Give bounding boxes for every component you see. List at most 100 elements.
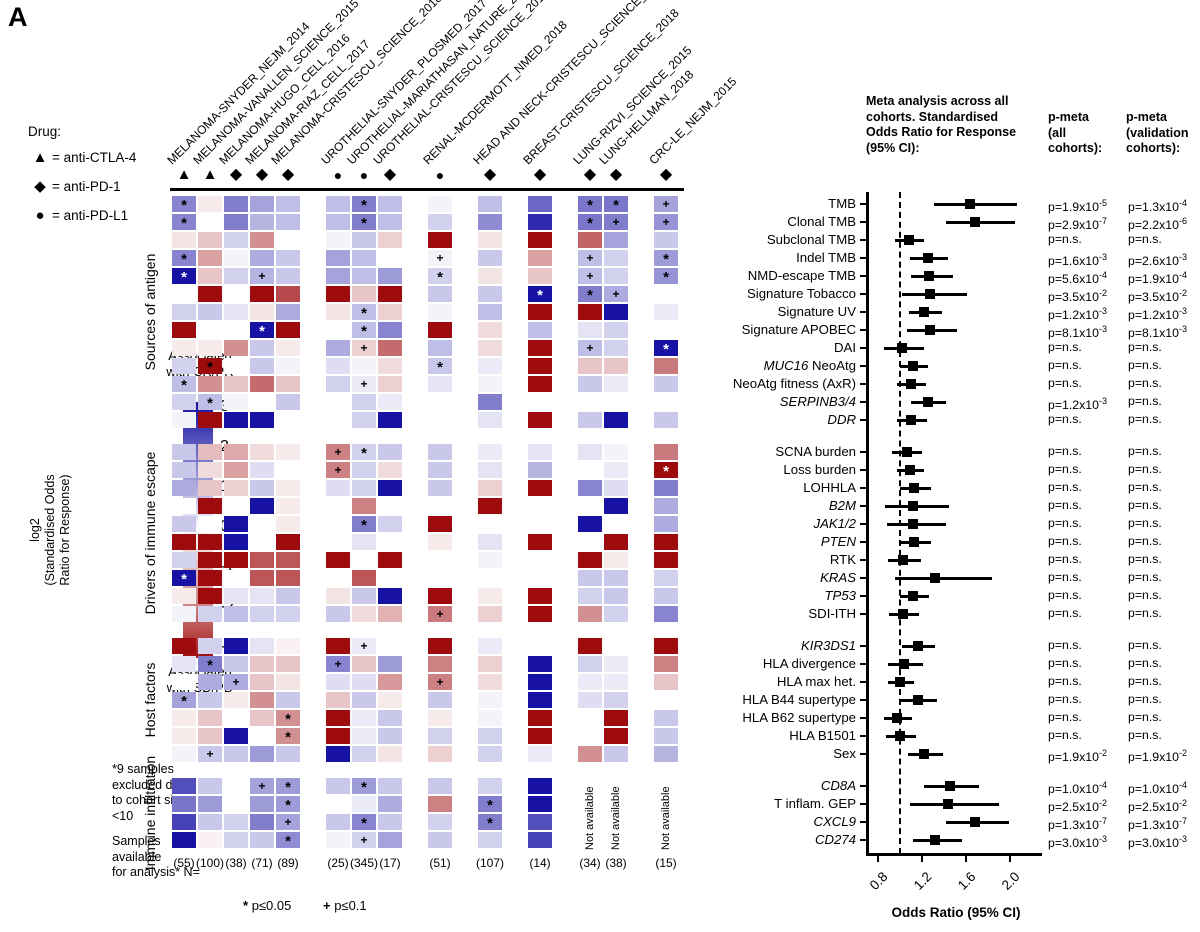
row-label: CD8A [820,778,856,793]
heatmap-cell [224,376,248,392]
heatmap-cell [604,498,628,514]
heatmap-cell [578,304,602,320]
forest-point [897,343,908,353]
heatmap-cell [326,552,350,568]
drug-legend-label: = anti-PD-1 [52,179,121,194]
heatmap-cell: * [478,814,502,832]
heatmap-cell [428,304,452,320]
heatmap-cell [428,394,452,410]
heatmap-cell [172,340,196,356]
heatmap-cell [198,796,222,812]
heatmap-cell [478,638,502,654]
heatmap-cell [428,214,452,230]
heatmap-cell [528,340,552,356]
heatmap-cell [250,656,274,672]
heatmap-cell: * [172,692,196,710]
forest-ci-line [909,803,999,806]
heatmap-cell [478,656,502,672]
forest-row-tick [860,487,867,489]
row-label: Indel TMB [796,250,856,265]
heatmap-cell: + [352,638,376,654]
heatmap-cell [478,304,502,320]
heatmap-cell [478,412,502,428]
drug-symbol-pd1-icon: ◆ [229,166,243,183]
heatmap-cell: + [428,250,452,266]
not-available-label: Not available [660,786,672,850]
heatmap-cell: + [654,196,678,212]
forest-row-tick [860,523,867,525]
heatmap-cell [528,656,552,672]
cohort-n: (17) [379,856,401,870]
heatmap-cell [528,498,552,514]
forest-point [930,573,941,583]
heatmap-cell [478,534,502,550]
heatmap-cell [224,340,248,356]
forest-ci-line [946,221,1016,224]
p-meta-all-value: p=n.s. [1048,552,1082,566]
heatmap-cell [326,480,350,496]
forest-row-tick [860,753,867,755]
sig-star-label: p≤0.05 [251,898,292,913]
heatmap-cell: * [352,304,376,322]
heatmap-cell [224,444,248,460]
heatmap-cell [428,656,452,672]
heatmap-cell [250,376,274,392]
p-meta-all-value: p=n.s. [1048,358,1082,372]
p-meta-validation-value: p=n.s. [1128,340,1162,354]
heatmap-cell [378,656,402,672]
forest-row-tick [860,347,867,349]
forest-point [923,271,934,281]
heatmap-cell [378,214,402,230]
heatmap-cell [578,570,602,586]
heatmap-cell [654,656,678,672]
heatmap-cell: * [276,796,300,814]
heatmap-cell [276,534,300,550]
heatmap-cell [654,674,678,690]
heatmap-cell [478,746,502,762]
forest-row-tick [860,221,867,223]
heatmap-cell [352,498,376,514]
heatmap-cell [326,570,350,586]
forest-point [965,199,976,209]
p-meta-validation-value: p=n.s. [1128,232,1162,246]
p-meta-all-value: p=n.s. [1048,710,1082,724]
p-meta-all-value: p=1.9x10-2 [1048,748,1107,765]
heatmap-cell [198,552,222,568]
heatmap-cell [352,674,376,690]
heatmap-cell [250,358,274,374]
heatmap-cell [604,322,628,338]
heatmap-cell: * [198,656,222,674]
cohort-n: (100) [195,856,224,870]
row-label: HLA B1501 [789,728,856,743]
drug-symbol-pd1-icon: ◆ [255,166,269,183]
colorbar-axis-label: log2 (Standardised Odds Ratio for Response… [28,410,76,650]
row-label: RTK [829,552,856,567]
panel-label: A [8,2,28,32]
heatmap-cell [378,832,402,848]
heatmap-cell: + [198,746,222,762]
heatmap-cell [604,376,628,392]
heatmap-cell [428,570,452,586]
p-meta-all-value: p=n.s. [1048,498,1082,512]
heatmap-cell: + [604,214,628,230]
heatmap-cell: * [604,196,628,214]
heatmap-cell [352,394,376,410]
heatmap-cell [172,534,196,550]
heatmap-cell [352,232,376,248]
not-available-label: Not available [610,786,622,850]
drug-symbol-pd1-icon: ◆ [659,166,673,183]
heatmap-cell [578,746,602,762]
drug-symbol-pdl1-icon: ● [359,167,369,183]
forest-x-tick-label: 1.2 [910,869,935,893]
forest-plot-title: Meta analysis across all cohorts. Standa… [866,94,1017,155]
drug-symbol-pd1-icon: ◆ [281,166,295,183]
forest-row-tick [860,681,867,683]
heatmap-cell [250,606,274,622]
heatmap-cell [528,588,552,604]
heatmap-cell [276,498,300,514]
heatmap-cell [172,638,196,654]
heatmap-cell [250,692,274,708]
heatmap-cell [326,412,350,428]
heatmap-cell [172,394,196,410]
row-label: Signature UV [777,304,856,319]
